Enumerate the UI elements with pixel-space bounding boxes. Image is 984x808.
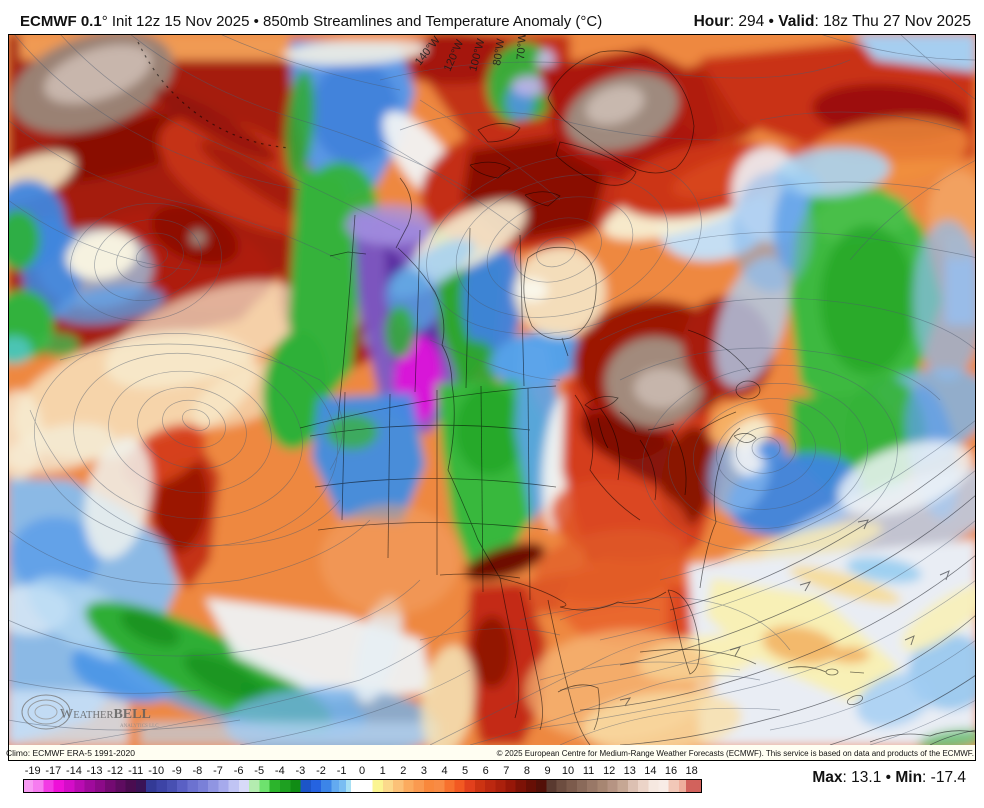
svg-text:WEATHERBELL: WEATHERBELL (60, 707, 151, 722)
svg-text:70°W: 70°W (515, 35, 529, 60)
svg-text:80°W: 80°W (491, 37, 507, 66)
svg-text:ANALYTICS LLC: ANALYTICS LLC (120, 724, 159, 729)
